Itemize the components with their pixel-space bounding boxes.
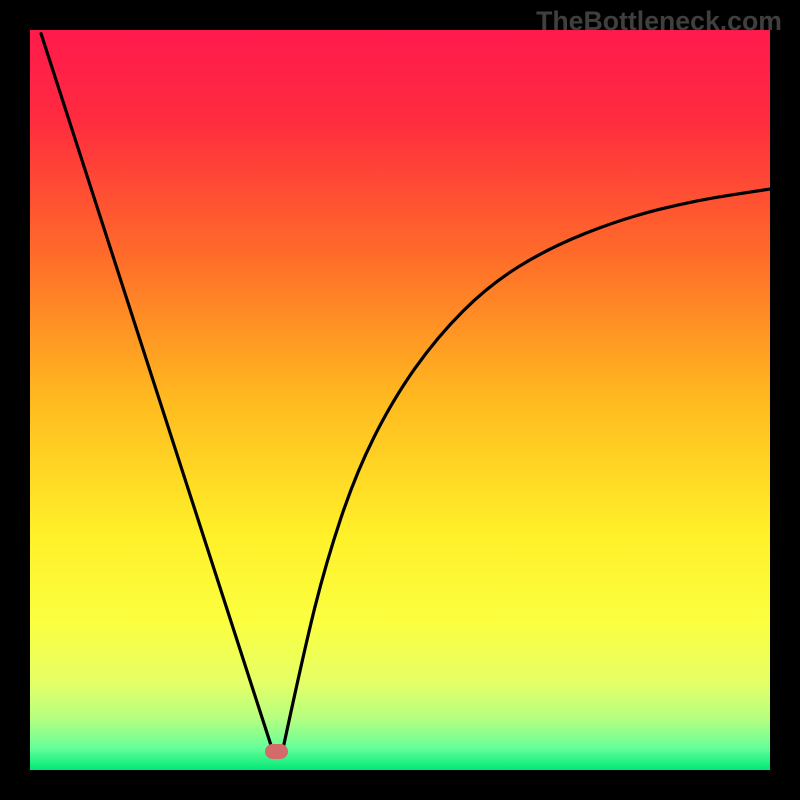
chart-stage: TheBottleneck.com xyxy=(0,0,800,800)
curve-path xyxy=(41,34,770,756)
plot-frame xyxy=(30,30,770,770)
watermark-text: TheBottleneck.com xyxy=(536,6,782,37)
bottleneck-curve xyxy=(30,30,770,770)
optimum-marker xyxy=(265,744,289,758)
